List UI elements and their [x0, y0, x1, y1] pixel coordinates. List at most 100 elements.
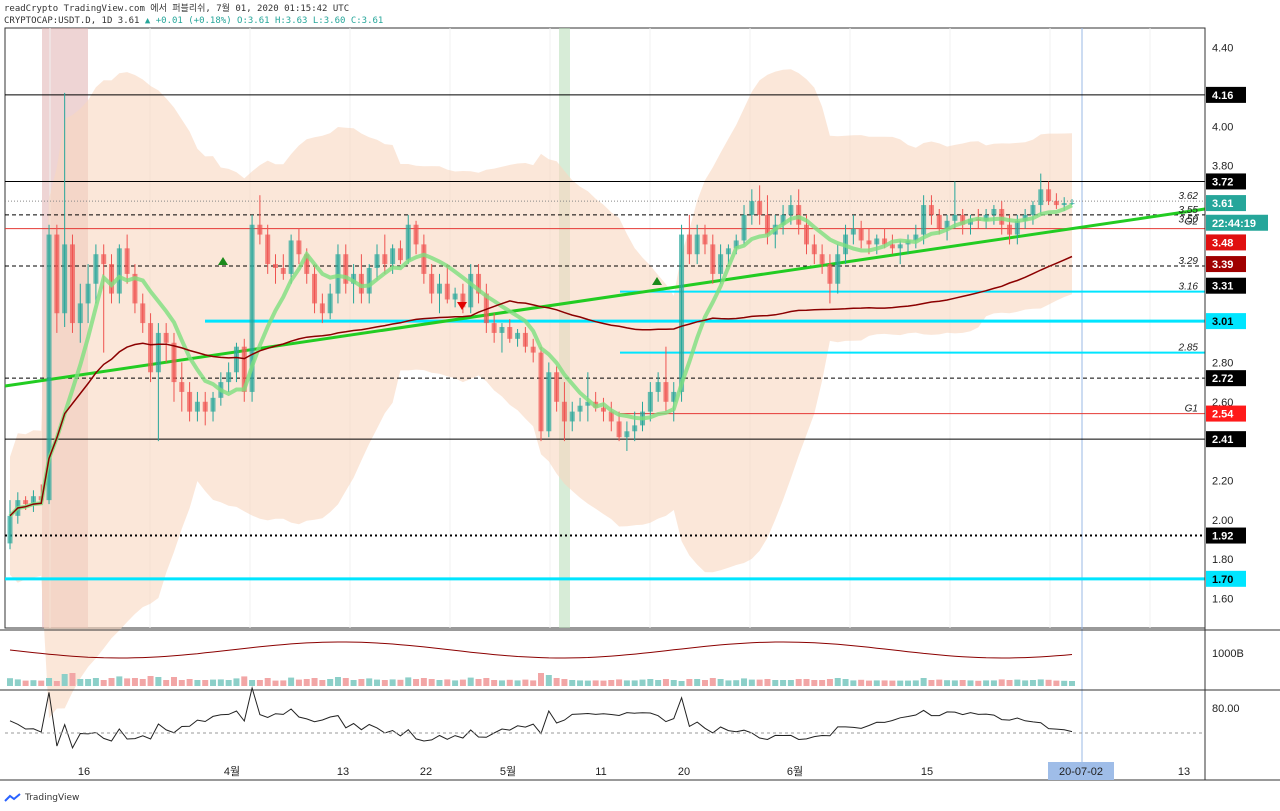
volume-bar — [709, 678, 716, 686]
price-tag: 3.48 — [1206, 234, 1246, 251]
candle — [718, 244, 724, 284]
volume-bar — [498, 680, 505, 686]
volume-bar — [53, 681, 60, 686]
price-tag-label: 2.41 — [1212, 434, 1233, 446]
candle — [296, 228, 302, 265]
price-tag-bg — [1206, 527, 1246, 544]
volume-bar — [819, 680, 826, 686]
candle-body — [522, 332, 528, 347]
volume-bar — [116, 676, 123, 686]
level-label: 3.62 — [1179, 191, 1199, 202]
slow-ma-line — [9, 255, 1073, 517]
candle-body — [374, 254, 380, 268]
volume-bar — [811, 680, 818, 686]
candle — [421, 234, 427, 284]
candle-body — [616, 421, 622, 438]
price-tag-label: 2.72 — [1212, 373, 1233, 385]
chart-header: readCrypto TradingView.com 에서 퍼블리쉬, 7월 0… — [4, 3, 383, 27]
candle-body — [679, 234, 685, 392]
candle — [116, 244, 122, 304]
x-tick-label: 13 — [337, 766, 349, 778]
candle-body — [390, 248, 396, 265]
volume-bar — [530, 680, 537, 686]
candle — [30, 490, 36, 512]
candle — [382, 234, 388, 274]
candle — [991, 205, 997, 225]
y-tick-label: 3.80 — [1212, 161, 1233, 173]
candle-body — [1030, 205, 1036, 215]
candle-body — [241, 346, 247, 392]
candle — [679, 224, 685, 402]
volume-bar — [311, 678, 318, 686]
candle-body — [882, 238, 888, 245]
candle-body — [358, 273, 364, 294]
volume-bar — [30, 680, 37, 686]
candle-body — [600, 407, 606, 412]
price-tag-label: 22:44:19 — [1212, 218, 1256, 230]
footer-brand: TradingView — [25, 793, 80, 803]
candle-body — [757, 201, 763, 215]
volume-bar — [873, 680, 880, 686]
candle-body — [960, 214, 966, 225]
x-tick-label: 11 — [595, 766, 606, 778]
candle — [273, 254, 278, 284]
candle — [109, 254, 115, 304]
volume-bar — [233, 678, 240, 686]
volume-bar — [155, 677, 162, 686]
candle-body — [148, 323, 154, 373]
candle-body — [788, 205, 794, 215]
candle-body — [671, 391, 677, 402]
candle-body — [179, 382, 185, 392]
volume-bar — [881, 680, 888, 686]
candle-body — [30, 496, 36, 505]
candle — [507, 319, 513, 343]
volume-bar — [69, 673, 76, 686]
candle — [226, 362, 232, 392]
candle-body — [577, 405, 583, 412]
volume-bar — [787, 680, 794, 686]
candle-body — [897, 244, 903, 249]
volume-bar — [741, 678, 748, 686]
volume-bar — [249, 680, 256, 686]
price-tag-label: 3.48 — [1212, 237, 1233, 249]
level-label: G1 — [1185, 404, 1198, 415]
volume-bar — [701, 680, 708, 686]
level-label: 3.55 — [1179, 205, 1199, 216]
volume-bar — [795, 679, 802, 686]
x-tick-label: 22 — [420, 766, 432, 778]
volume-bar — [210, 679, 217, 686]
volume-bar — [631, 680, 638, 686]
candle — [928, 195, 934, 225]
candle — [757, 185, 763, 225]
x-tick-label: 16 — [78, 766, 90, 778]
volume-bar — [858, 679, 865, 686]
candle — [569, 401, 575, 432]
volume-bar — [686, 679, 693, 686]
volume-bar — [967, 680, 974, 686]
volume-bar — [100, 680, 107, 686]
volume-bar — [670, 680, 677, 686]
candle-body — [101, 254, 107, 265]
price-tag-label: 3.01 — [1212, 316, 1233, 328]
level-label: G2 — [1185, 217, 1199, 228]
volume-bar — [147, 676, 154, 686]
volume-bar — [748, 679, 755, 686]
up-arrow-icon: ▲ — [144, 16, 151, 26]
candle-body — [304, 254, 310, 274]
price-tag: 2.54 — [1206, 405, 1246, 422]
volume-bar — [38, 680, 45, 686]
price-tag: 3.31 — [1206, 277, 1246, 294]
fast-ma-line — [8, 203, 1073, 518]
candle — [499, 323, 505, 353]
volume-bar — [405, 677, 412, 686]
volume-bar — [225, 680, 232, 686]
volume-bar — [77, 679, 84, 686]
candle-body — [226, 372, 232, 383]
volume-bar — [889, 680, 896, 686]
volume-bar — [202, 680, 209, 686]
candle-body — [491, 323, 497, 333]
candle — [452, 287, 458, 308]
volume-bar — [61, 674, 68, 686]
candle — [827, 254, 833, 304]
